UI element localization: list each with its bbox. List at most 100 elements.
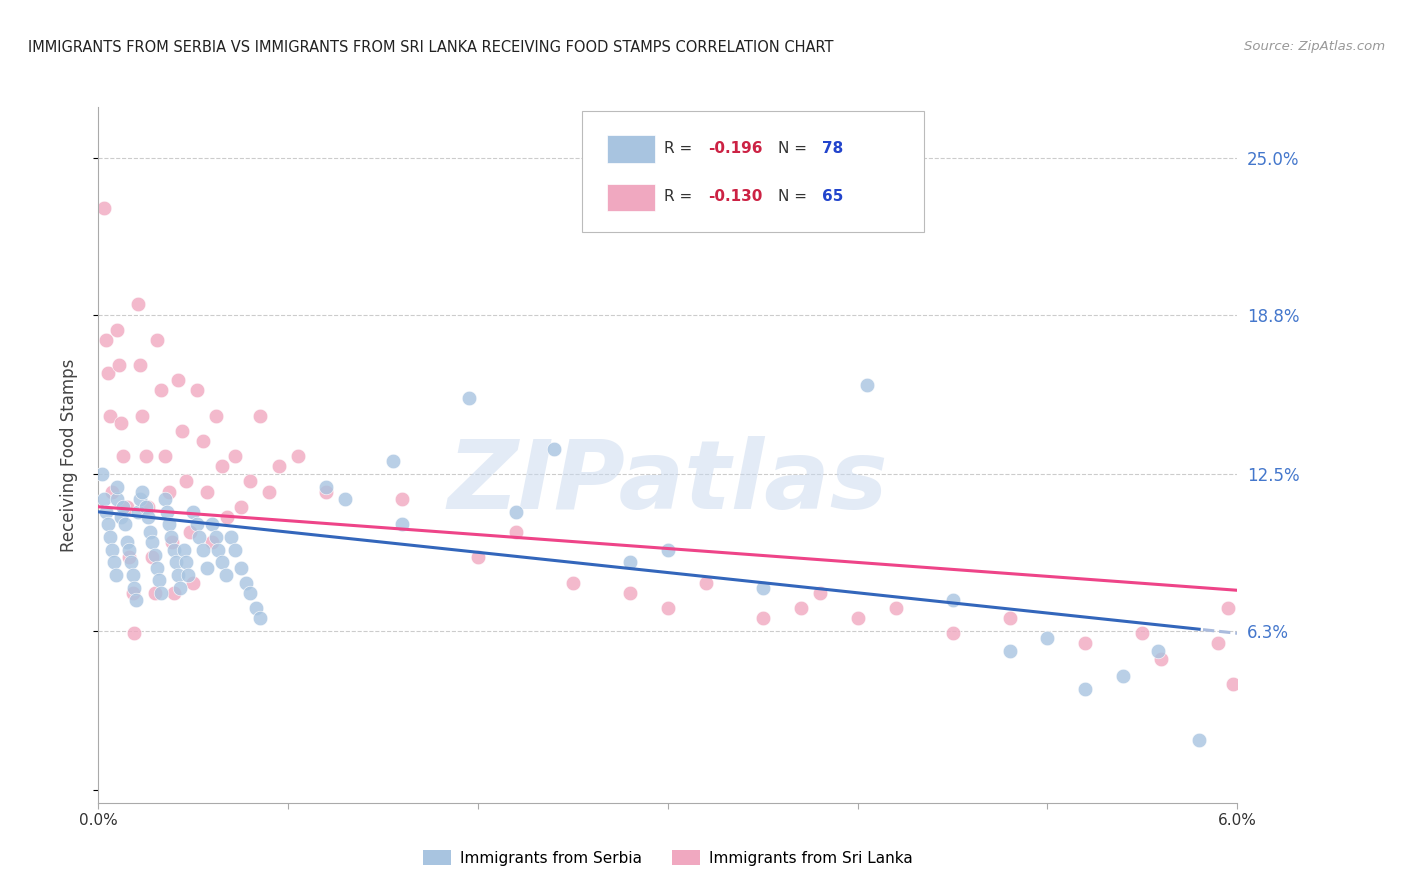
Point xyxy=(267,459,290,474)
Point xyxy=(104,568,127,582)
Point xyxy=(118,542,141,557)
Point xyxy=(174,475,197,489)
Point xyxy=(1132,626,1154,640)
Point xyxy=(217,509,239,524)
Point xyxy=(173,542,195,557)
Point xyxy=(179,525,201,540)
Point xyxy=(249,409,271,423)
Point xyxy=(188,530,211,544)
Point xyxy=(1208,636,1230,650)
Point xyxy=(457,391,479,405)
Point xyxy=(136,500,159,514)
Point xyxy=(1112,669,1135,683)
Point xyxy=(752,611,775,625)
Point xyxy=(131,409,153,423)
Point xyxy=(239,586,262,600)
Point xyxy=(205,409,228,423)
Point xyxy=(186,384,208,398)
Legend: Immigrants from Serbia, Immigrants from Sri Lanka: Immigrants from Serbia, Immigrants from … xyxy=(418,844,918,871)
Point xyxy=(94,505,117,519)
Point xyxy=(176,568,198,582)
Point xyxy=(752,581,775,595)
Point xyxy=(391,492,413,507)
Point xyxy=(942,626,965,640)
Point xyxy=(381,454,404,468)
Text: R =: R = xyxy=(665,189,697,204)
Point xyxy=(124,626,146,640)
Point xyxy=(107,479,129,493)
Point xyxy=(1188,732,1211,747)
Point xyxy=(1036,632,1059,646)
Point xyxy=(98,409,121,423)
Point xyxy=(174,556,197,570)
Point xyxy=(153,492,176,507)
Point xyxy=(107,492,129,507)
Point xyxy=(97,366,120,380)
Point xyxy=(127,297,149,311)
Point xyxy=(846,611,869,625)
Point xyxy=(120,556,142,570)
Point xyxy=(163,586,186,600)
Point xyxy=(207,542,229,557)
Point xyxy=(201,535,224,549)
Point xyxy=(112,500,135,514)
Point xyxy=(93,201,115,215)
Point xyxy=(129,492,152,507)
Point xyxy=(1074,636,1097,650)
Point xyxy=(145,586,167,600)
Point xyxy=(884,601,907,615)
Point xyxy=(141,550,163,565)
Text: -0.130: -0.130 xyxy=(707,189,762,204)
Point xyxy=(229,500,252,514)
Point xyxy=(259,484,281,499)
Point xyxy=(103,556,125,570)
Y-axis label: Receiving Food Stamps: Receiving Food Stamps xyxy=(59,359,77,551)
Point xyxy=(170,424,193,438)
Point xyxy=(125,593,148,607)
Text: 78: 78 xyxy=(821,141,842,155)
Point xyxy=(162,535,184,549)
Point xyxy=(214,568,236,582)
Text: R =: R = xyxy=(665,141,697,155)
Point xyxy=(191,434,214,448)
Point xyxy=(998,611,1021,625)
Point xyxy=(163,542,186,557)
Point xyxy=(127,505,149,519)
Point xyxy=(315,479,337,493)
Point xyxy=(790,601,813,615)
Point xyxy=(543,442,565,456)
Point xyxy=(186,517,208,532)
Text: -0.196: -0.196 xyxy=(707,141,762,155)
Point xyxy=(129,358,152,372)
Point xyxy=(131,484,153,499)
Point xyxy=(287,449,309,463)
Point xyxy=(150,384,173,398)
Point xyxy=(94,333,117,347)
Point xyxy=(157,484,180,499)
Text: Source: ZipAtlas.com: Source: ZipAtlas.com xyxy=(1244,40,1385,54)
Text: IMMIGRANTS FROM SERBIA VS IMMIGRANTS FROM SRI LANKA RECEIVING FOOD STAMPS CORREL: IMMIGRANTS FROM SERBIA VS IMMIGRANTS FRO… xyxy=(28,40,834,55)
Point xyxy=(211,556,233,570)
Point xyxy=(135,449,157,463)
Point xyxy=(195,484,218,499)
Point xyxy=(562,575,585,590)
Point xyxy=(156,505,179,519)
Point xyxy=(1146,644,1168,658)
Point xyxy=(121,586,143,600)
Point xyxy=(115,535,138,549)
Point xyxy=(91,467,114,481)
Point xyxy=(224,542,246,557)
Point xyxy=(141,535,163,549)
Point xyxy=(1222,677,1244,691)
Point xyxy=(112,449,135,463)
Point xyxy=(97,517,120,532)
Point xyxy=(110,417,132,431)
Point xyxy=(391,517,413,532)
Point xyxy=(167,373,190,387)
Point xyxy=(108,358,131,372)
Point xyxy=(135,500,157,514)
Point xyxy=(1074,681,1097,696)
Point xyxy=(110,509,132,524)
Text: 65: 65 xyxy=(821,189,844,204)
Point xyxy=(169,581,191,595)
